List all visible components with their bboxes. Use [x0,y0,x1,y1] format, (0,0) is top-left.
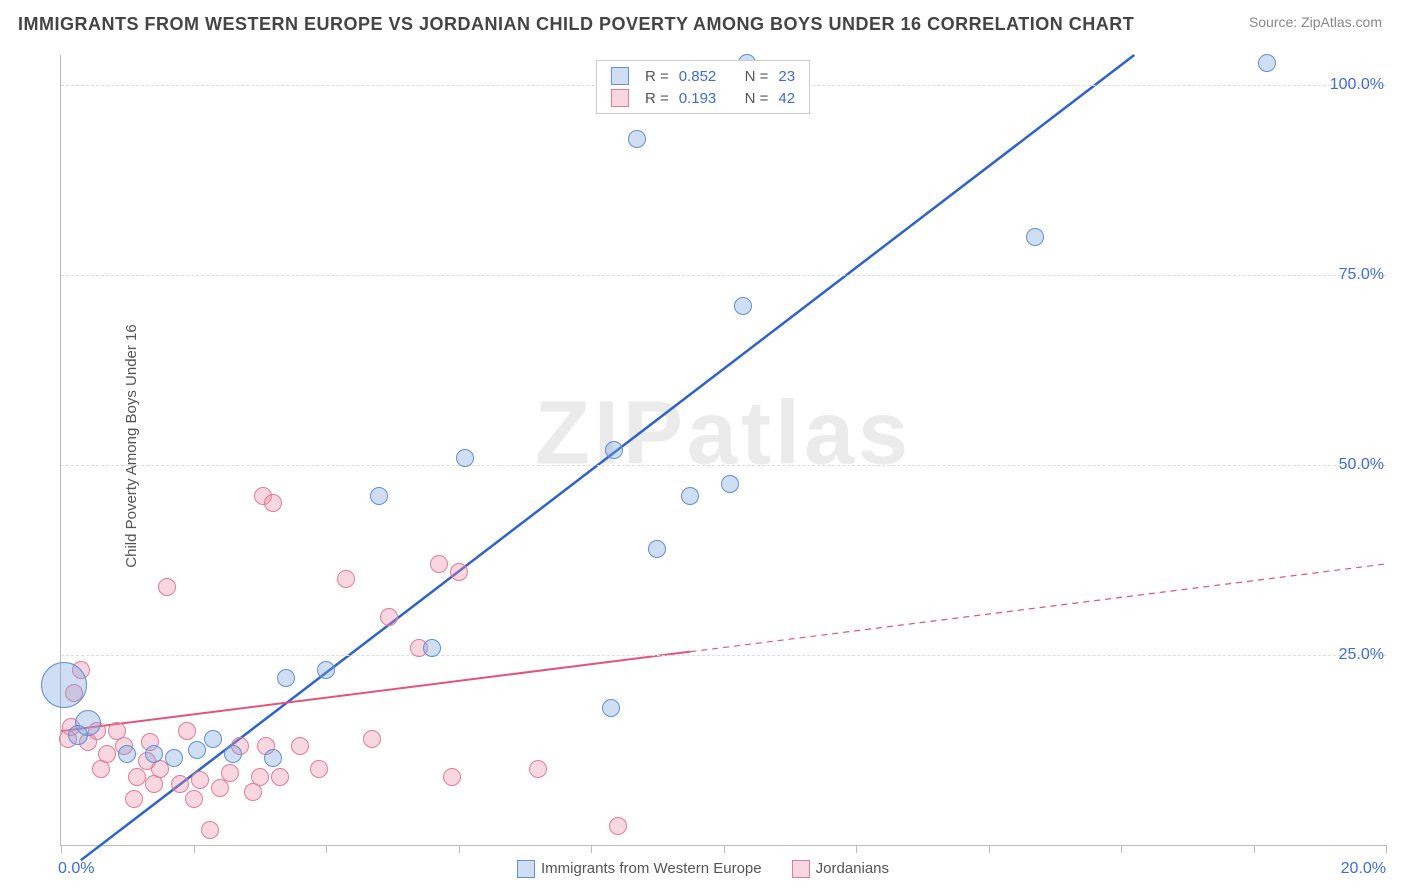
correlation-row-blue: R = 0.852 N = 23 [611,65,795,87]
scatter-point-blue [118,745,136,763]
scatter-point-pink [609,817,627,835]
legend-swatch-blue [517,860,535,878]
x-tick [194,845,195,853]
correlation-legend: R = 0.852 N = 23 R = 0.193 N = 42 [596,60,810,114]
scatter-point-blue [165,749,183,767]
scatter-point-blue [68,725,88,745]
source-link[interactable]: ZipAtlas.com [1301,14,1382,30]
scatter-point-pink [98,745,116,763]
x-tick [61,845,62,853]
bottom-legend: Immigrants from Western Europe Jordanian… [517,860,889,878]
source-prefix: Source: [1249,14,1301,30]
x-tick [1386,845,1387,853]
n-prefix: N = [745,90,769,107]
chart-title: IMMIGRANTS FROM WESTERN EUROPE VS JORDAN… [18,14,1134,35]
scatter-point-blue [224,745,242,763]
y-tick-label: 75.0% [1339,266,1384,284]
scatter-point-pink [430,555,448,573]
x-tick [1121,845,1122,853]
scatter-point-pink [450,563,468,581]
scatter-point-blue [721,475,739,493]
legend-label-pink: Jordanians [816,860,889,877]
scatter-point-blue [648,540,666,558]
trend-line [690,564,1386,652]
scatter-point-blue [1026,228,1044,246]
scatter-point-pink [221,764,239,782]
scatter-point-blue [188,741,206,759]
r-prefix: R = [645,68,669,85]
x-tick [459,845,460,853]
gridline-h [61,465,1386,466]
scatter-point-pink [337,570,355,588]
scatter-point-pink [529,760,547,778]
scatter-point-blue [602,699,620,717]
scatter-point-blue [423,639,441,657]
scatter-point-pink [125,790,143,808]
scatter-point-pink [291,737,309,755]
trend-lines-layer [61,55,1386,845]
scatter-point-blue [456,449,474,467]
scatter-point-blue [204,730,222,748]
scatter-point-blue [317,661,335,679]
x-axis-min-label: 0.0% [58,860,94,878]
r-value-blue: 0.852 [679,68,717,85]
source-attribution: Source: ZipAtlas.com [1249,14,1382,30]
x-axis-max-label: 20.0% [1341,860,1386,878]
x-tick [326,845,327,853]
scatter-point-pink [271,768,289,786]
scatter-point-pink [443,768,461,786]
y-tick-label: 50.0% [1339,456,1384,474]
scatter-point-pink [178,722,196,740]
gridline-h [61,655,1386,656]
y-tick-label: 100.0% [1330,76,1384,94]
legend-swatch-blue-icon [611,67,629,85]
scatter-point-pink [185,790,203,808]
scatter-point-pink [363,730,381,748]
scatter-point-blue [734,297,752,315]
legend-swatch-pink [792,860,810,878]
correlation-row-pink: R = 0.193 N = 42 [611,87,795,109]
trend-line [61,652,690,731]
scatter-point-pink [211,779,229,797]
n-prefix: N = [745,68,769,85]
scatter-point-blue [681,487,699,505]
y-tick-label: 25.0% [1339,646,1384,664]
legend-item-blue: Immigrants from Western Europe [517,860,762,878]
x-tick [591,845,592,853]
legend-item-pink: Jordanians [792,860,889,878]
x-tick [724,845,725,853]
scatter-point-pink [251,768,269,786]
scatter-point-blue [370,487,388,505]
scatter-point-blue [41,662,87,708]
r-prefix: R = [645,90,669,107]
x-tick [989,845,990,853]
legend-label-blue: Immigrants from Western Europe [541,860,762,877]
scatter-point-pink [264,494,282,512]
scatter-point-blue [277,669,295,687]
n-value-blue: 23 [778,68,795,85]
x-tick [1254,845,1255,853]
r-value-pink: 0.193 [679,90,717,107]
scatter-point-blue [605,441,623,459]
scatter-point-pink [201,821,219,839]
x-tick [856,845,857,853]
scatter-point-pink [380,608,398,626]
scatter-point-blue [1258,54,1276,72]
legend-swatch-pink-icon [611,89,629,107]
scatter-point-blue [628,130,646,148]
gridline-h [61,275,1386,276]
plot-area: ZIPatlas [60,55,1386,846]
scatter-point-blue [264,749,282,767]
scatter-point-pink [191,771,209,789]
scatter-point-pink [171,775,189,793]
watermark-text: ZIPatlas [535,383,912,486]
scatter-point-pink [128,768,146,786]
scatter-point-blue [145,745,163,763]
scatter-point-pink [158,578,176,596]
scatter-point-pink [310,760,328,778]
n-value-pink: 42 [778,90,795,107]
